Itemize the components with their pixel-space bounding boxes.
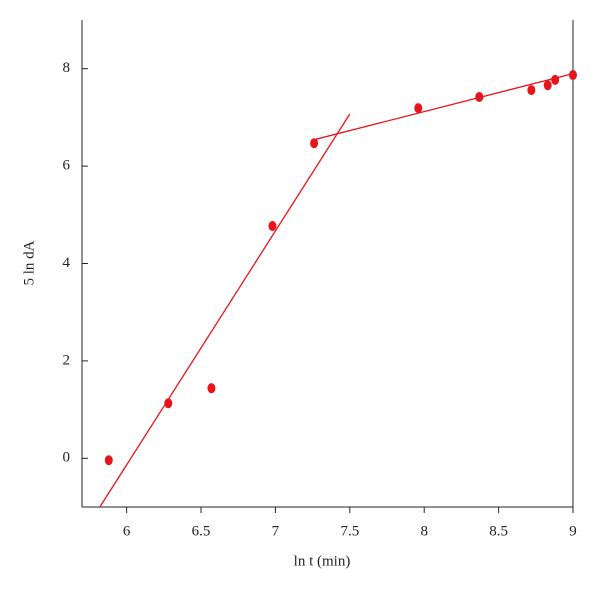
x-tick-label: 8.5	[489, 523, 508, 539]
x-tick-label: 7.5	[340, 523, 359, 539]
y-tick-label: 0	[63, 450, 71, 466]
point	[268, 221, 277, 232]
y-tick-label: 4	[63, 255, 71, 271]
x-tick-label: 6.5	[192, 523, 211, 539]
point	[543, 80, 552, 91]
x-tick-label: 6	[123, 523, 131, 539]
fit-line	[315, 72, 574, 140]
y-tick-label: 8	[63, 60, 71, 76]
x-axis-label: ln t (min)	[294, 553, 351, 569]
point	[310, 138, 319, 149]
point	[414, 103, 423, 114]
point	[104, 455, 113, 466]
point	[207, 383, 216, 394]
x-tick-label: 7	[272, 523, 280, 539]
point	[164, 398, 173, 409]
point	[475, 91, 484, 102]
point	[569, 70, 577, 81]
y-tick-label: 2	[63, 352, 71, 368]
x-tick-label: 8	[420, 523, 428, 539]
fit-line	[99, 113, 351, 508]
point	[551, 74, 560, 85]
y-axis-label: 5 ln dA	[21, 240, 37, 285]
x-tick-label: 9	[569, 523, 577, 539]
y-tick-label: 6	[63, 158, 71, 174]
point	[527, 85, 536, 96]
